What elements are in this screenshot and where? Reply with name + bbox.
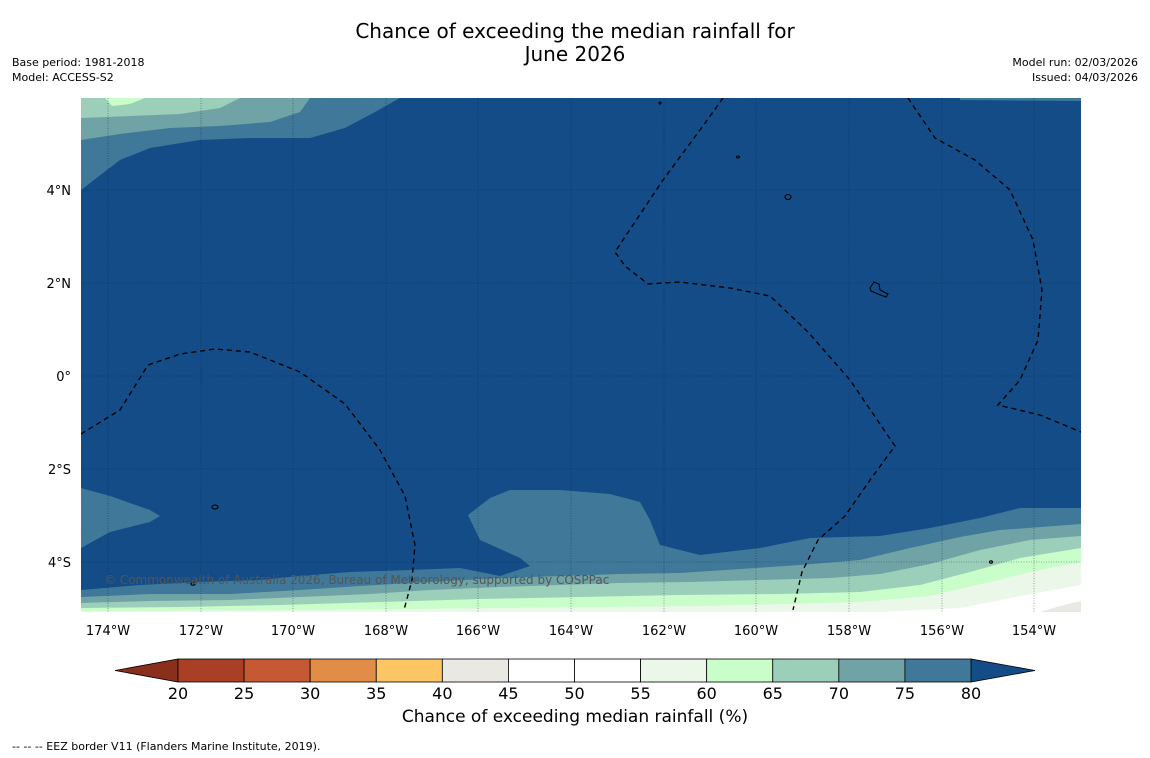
- island-malden: [784, 193, 792, 201]
- colorbar-segment: [838, 658, 906, 683]
- colorbar-label: Chance of exceeding median rainfall (%): [401, 707, 749, 727]
- copyright-text: © Commonwealth of Australia 2026, Bureau…: [104, 573, 609, 587]
- colorbar-segment: [574, 658, 641, 683]
- colorbar-tick-label: 35: [366, 684, 386, 700]
- meta-right: Model run: 02/03/2026 Issued: 04/03/2026: [1012, 55, 1138, 85]
- chart-title-line2: June 2026: [524, 42, 626, 66]
- latitude-labels: 4°N 2°N 0° 2°S 4°S: [47, 184, 72, 571]
- island-west-small: [211, 504, 219, 510]
- lat-label: 0°: [56, 370, 71, 385]
- lon-label: 156°W: [920, 624, 964, 639]
- lat-label: 4°S: [48, 556, 71, 571]
- model-run-text: Model run: 02/03/2026: [1012, 56, 1138, 69]
- lon-label: 172°W: [179, 624, 223, 639]
- lon-label: 174°W: [86, 624, 130, 639]
- colorbar-extend-high: [970, 658, 1036, 683]
- island-small-c: [190, 582, 196, 586]
- colorbar-tick-label: 60: [696, 684, 716, 700]
- lon-label: 168°W: [364, 624, 408, 639]
- colorbar-tick-label: 75: [895, 684, 915, 700]
- region-45-south: [1040, 601, 1081, 612]
- region-75-top-right: [960, 98, 1081, 101]
- chart-title-line1: Chance of exceeding the median rainfall …: [355, 19, 795, 43]
- lat-label: 2°N: [47, 277, 72, 292]
- longitude-labels: 174°W 172°W 170°W 168°W 166°W 164°W 162°…: [86, 624, 1056, 639]
- eez-border-central: [614, 98, 896, 611]
- colorbar-segment: [243, 658, 311, 683]
- island-small-b: [658, 101, 662, 105]
- footnote: -- -- -- EEZ border V11 (Flanders Marine…: [12, 740, 321, 753]
- base-period-text: Base period: 1981-2018: [12, 56, 145, 69]
- colorbar-tick-label: 65: [763, 684, 783, 700]
- eez-border-west: [81, 348, 416, 611]
- gridlines: [81, 98, 1081, 612]
- eez-border-east: [907, 98, 1081, 433]
- colorbar-segment: [508, 658, 575, 683]
- colorbar-tick-label: 80: [961, 684, 981, 700]
- colorbar-tick-label: 70: [829, 684, 849, 700]
- region-60-south: [81, 548, 1081, 612]
- lon-label: 166°W: [456, 624, 500, 639]
- island-small-a: [735, 155, 741, 159]
- lon-label: 160°W: [734, 624, 778, 639]
- lon-label: 154°W: [1012, 624, 1056, 639]
- lon-label: 164°W: [549, 624, 593, 639]
- colorbar-tick-label: 30: [300, 684, 320, 700]
- colorbar-extend-low: [114, 658, 179, 683]
- lon-label: 158°W: [827, 624, 871, 639]
- forecast-map: © Commonwealth of Australia 2026, Bureau…: [47, 98, 1081, 700]
- eez-borders: [81, 98, 1081, 611]
- colorbar-segment: [177, 658, 245, 683]
- colorbar-segment: [772, 658, 840, 683]
- lat-label: 4°N: [47, 184, 72, 199]
- colorbar-tick-label: 40: [432, 684, 452, 700]
- region-50-south: [880, 585, 1081, 612]
- colorbar-tick-label: 45: [498, 684, 518, 700]
- issued-text: Issued: 04/03/2026: [1031, 71, 1138, 84]
- colorbar-tick-label: 50: [564, 684, 584, 700]
- colorbar-segment: [640, 658, 708, 683]
- colorbar-segment: [309, 658, 377, 683]
- colorbar-segment: [375, 658, 443, 683]
- colorbar-segment: [441, 658, 509, 683]
- colorbar-segment: [904, 658, 972, 683]
- island-small-d: [988, 560, 994, 564]
- colorbar-tick-label: 25: [234, 684, 254, 700]
- meta-left: Base period: 1981-2018 Model: ACCESS-S2: [12, 55, 144, 85]
- lon-label: 162°W: [642, 624, 686, 639]
- island-kiritimati: [869, 281, 889, 298]
- colorbar: 20 25 30 35 40 45 50 55 60 65 70 75 80: [114, 658, 1036, 700]
- model-text: Model: ACCESS-S2: [12, 71, 114, 84]
- region-75-lower-left: [81, 488, 160, 548]
- colorbar-tick-label: 20: [168, 684, 188, 700]
- lon-label: 170°W: [271, 624, 315, 639]
- region-60-top-left: [105, 98, 145, 106]
- colorbar-segment: [706, 658, 774, 683]
- map-area: [81, 98, 1081, 612]
- lat-label: 2°S: [48, 463, 71, 478]
- islands: [190, 101, 994, 586]
- colorbar-tick-label: 55: [630, 684, 650, 700]
